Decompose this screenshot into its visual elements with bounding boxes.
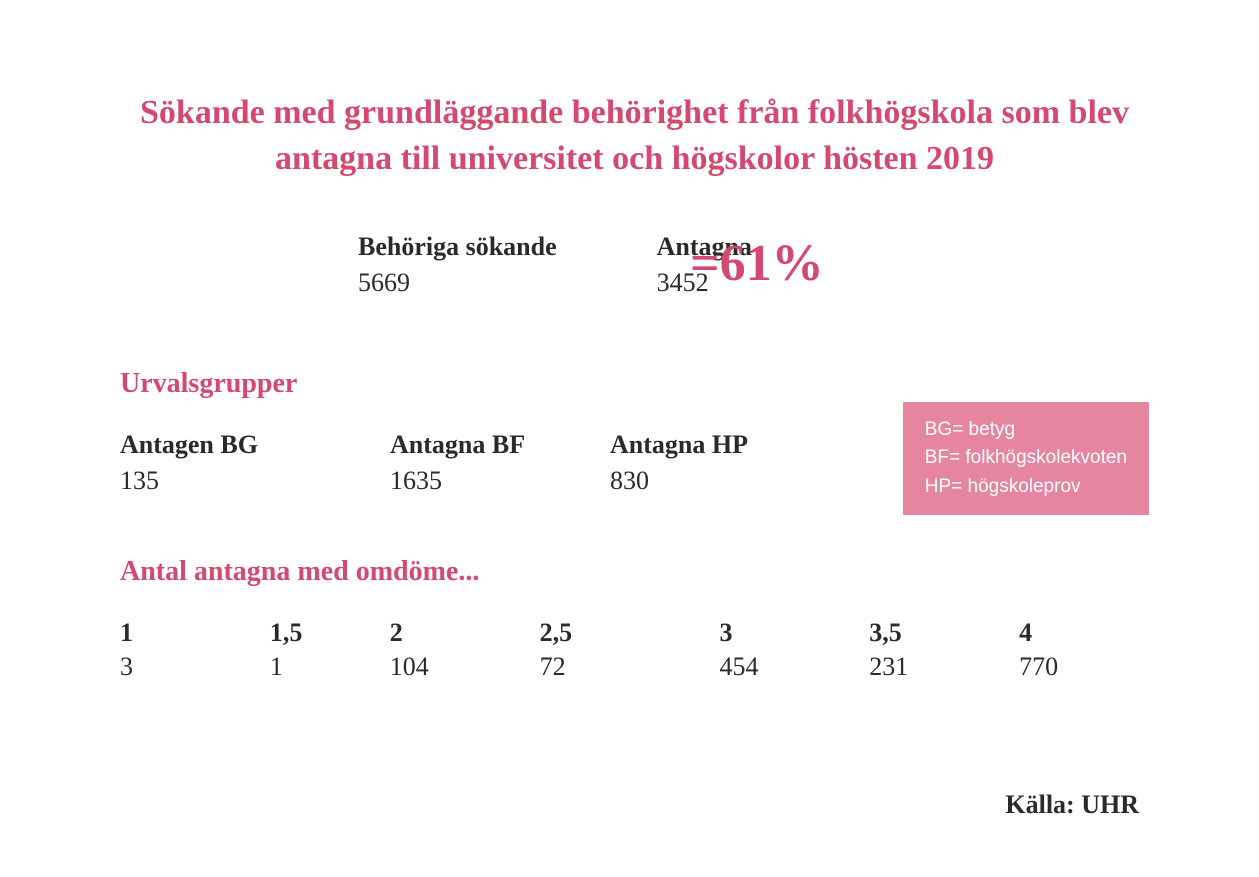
legend-line-hp: HP= högskoleprov	[925, 473, 1127, 502]
legend-box: BG= betyg BF= folkhögskolekvoten HP= hög…	[903, 402, 1149, 516]
grade-3-5-value: 231	[869, 652, 1019, 682]
groups-title: Urvalsgrupper	[120, 368, 1149, 400]
grade-3-5: 3,5 231	[869, 618, 1019, 682]
stat-applicants: Behöriga sökande 5669	[358, 232, 557, 298]
grade-1-5: 1,5 1	[270, 618, 390, 682]
group-bg: Antagen BG 135	[120, 430, 390, 496]
main-title: Sökande med grundläggande behörighet frå…	[120, 90, 1149, 182]
grade-4: 4 770	[1019, 618, 1149, 682]
stat-applicants-label: Behöriga sökande	[358, 232, 557, 262]
grade-2-5-label: 2,5	[540, 618, 720, 648]
grade-1-5-value: 1	[270, 652, 390, 682]
grade-2-5: 2,5 72	[540, 618, 720, 682]
group-bg-value: 135	[120, 466, 390, 496]
grades-row: 1 3 1,5 1 2 104 2,5 72 3 454 3,5 231	[120, 618, 1149, 682]
group-bf-value: 1635	[390, 466, 610, 496]
group-hp: Antagna HP 830	[610, 430, 830, 496]
grade-2-5-value: 72	[540, 652, 720, 682]
legend-line-bg: BG= betyg	[925, 416, 1127, 445]
group-hp-label: Antagna HP	[610, 430, 830, 460]
grade-3: 3 454	[719, 618, 869, 682]
grade-2-value: 104	[390, 652, 540, 682]
grades-title: Antal antagna med omdöme...	[120, 556, 1149, 588]
group-bg-label: Antagen BG	[120, 430, 390, 460]
group-bf-label: Antagna BF	[390, 430, 610, 460]
legend-line-bf: BF= folkhögskolekvoten	[925, 444, 1127, 473]
grade-3-label: 3	[719, 618, 869, 648]
grade-3-5-label: 3,5	[869, 618, 1019, 648]
grade-2: 2 104	[390, 618, 540, 682]
grades-section: Antal antagna med omdöme... 1 3 1,5 1 2 …	[120, 556, 1149, 682]
group-hp-value: 830	[610, 466, 830, 496]
grade-1-5-label: 1,5	[270, 618, 390, 648]
source-label: Källa: UHR	[1005, 790, 1139, 820]
grade-2-label: 2	[390, 618, 540, 648]
grade-3-value: 454	[719, 652, 869, 682]
grade-1-label: 1	[120, 618, 270, 648]
infographic-container: Sökande med grundläggande behörighet frå…	[0, 0, 1259, 682]
grade-4-value: 770	[1019, 652, 1149, 682]
percentage-value: =61%	[690, 234, 824, 293]
grade-1-value: 3	[120, 652, 270, 682]
group-bf: Antagna BF 1635	[390, 430, 610, 496]
grade-1: 1 3	[120, 618, 270, 682]
groups-section: Urvalsgrupper Antagen BG 135 Antagna BF …	[120, 368, 1149, 496]
grade-4-label: 4	[1019, 618, 1149, 648]
stat-applicants-value: 5669	[358, 268, 557, 298]
